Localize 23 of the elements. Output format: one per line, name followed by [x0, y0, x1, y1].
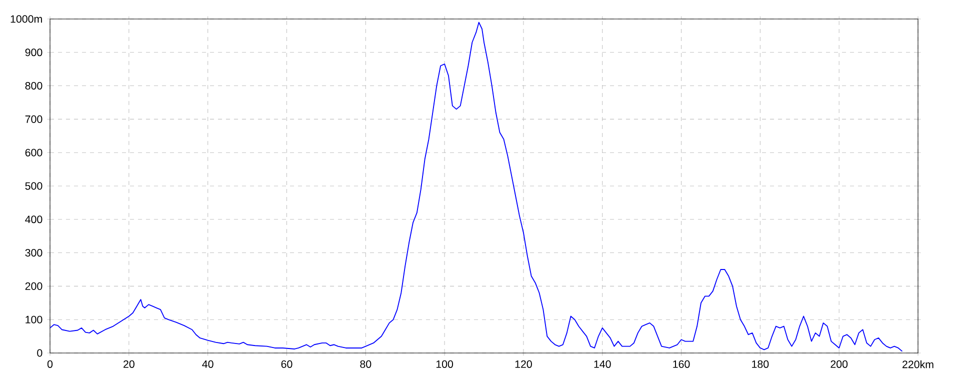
x-tick-label: 100: [436, 360, 454, 368]
x-tick-label: 20: [124, 360, 134, 368]
x-tick-label: 200: [830, 360, 848, 368]
x-tick-label: 120: [515, 360, 532, 368]
x-tick-label: 80: [360, 360, 372, 368]
x-tick-label: 0: [47, 360, 53, 368]
y-tick-label: 600: [25, 148, 42, 156]
y-tick-label: 700: [25, 115, 42, 123]
x-tick-label: 160: [673, 360, 690, 368]
x-tick-label: 140: [594, 360, 611, 368]
y-tick-label: 100: [26, 316, 42, 324]
x-tick-label: 180: [752, 360, 769, 368]
y-tick-label: 300: [25, 249, 42, 257]
x-tick-label: 220km: [902, 360, 934, 368]
y-tick-label: 1000m: [10, 15, 42, 23]
y-tick-label: 400: [25, 216, 42, 224]
y-tick-label: 500: [25, 182, 42, 190]
y-tick-label: 200: [25, 282, 42, 290]
y-tick-label: 800: [25, 82, 42, 90]
y-tick-label: 900: [25, 48, 42, 56]
x-tick-label: 40: [202, 360, 214, 368]
y-tick-label: 0: [37, 349, 42, 357]
x-tick-label: 60: [281, 360, 292, 368]
